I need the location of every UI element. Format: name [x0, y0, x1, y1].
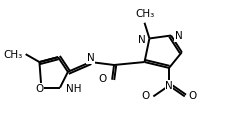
Text: N: N [174, 31, 182, 41]
Text: NH: NH [66, 84, 81, 94]
Text: O: O [35, 84, 43, 94]
Text: N: N [137, 35, 145, 45]
Text: CH₃: CH₃ [3, 50, 23, 60]
Text: CH₃: CH₃ [134, 9, 153, 19]
Text: N: N [86, 53, 94, 63]
Text: N: N [165, 81, 172, 91]
Text: O: O [188, 91, 196, 101]
Text: O: O [141, 91, 149, 101]
Text: O: O [98, 74, 106, 84]
